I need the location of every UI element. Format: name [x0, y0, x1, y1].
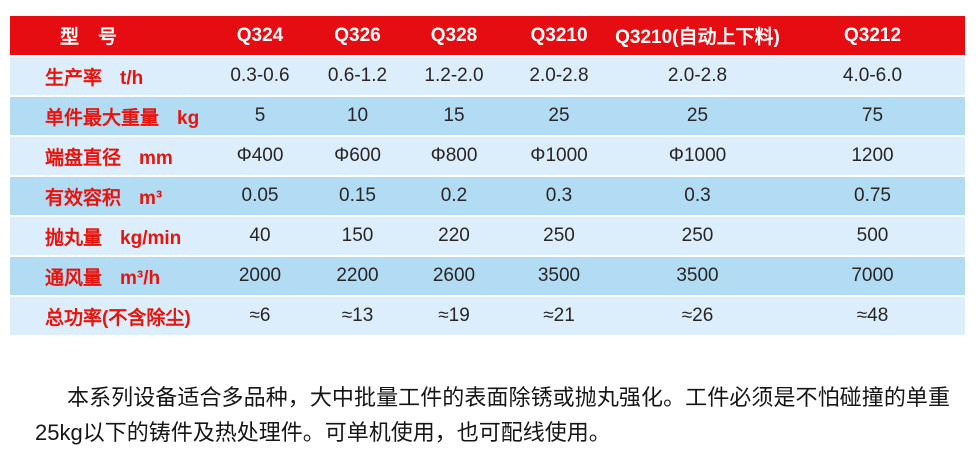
- spec-unit: m³: [139, 187, 163, 209]
- spec-value: 250: [503, 217, 615, 255]
- row-label: 通风量 m³/h: [10, 257, 210, 295]
- series-description: 本系列设备适合多品种，大中批量工件的表面除锈或抛丸强化。工件必须是不怕碰撞的单重…: [35, 385, 950, 445]
- table-row-ventilation: 通风量 m³/h 2000 2200 2600 3500 3500 7000: [10, 257, 965, 295]
- spec-value: 0.3-0.6: [210, 57, 310, 95]
- spec-unit: kg: [177, 107, 200, 129]
- spec-value: 5: [210, 97, 310, 135]
- spec-value: 2200: [310, 257, 405, 295]
- spec-name: 单件最大重量: [45, 107, 160, 129]
- row-label: 总功率(不含除尘): [10, 297, 210, 335]
- spec-value: 10: [310, 97, 405, 135]
- spec-value: 0.2: [405, 177, 503, 215]
- spec-value: 3500: [503, 257, 615, 295]
- table-row-max-piece-weight: 单件最大重量 kg 5 10 15 25 25 75: [10, 97, 965, 135]
- table-row-total-power: 总功率(不含除尘) ≈6 ≈13 ≈19 ≈21 ≈26 ≈48: [10, 297, 965, 335]
- spec-value: 15: [405, 97, 503, 135]
- spec-value: 2000: [210, 257, 310, 295]
- spec-value: 500: [780, 217, 965, 255]
- table-row-effective-volume: 有效容积 m³ 0.05 0.15 0.2 0.3 0.3 0.75: [10, 177, 965, 215]
- spec-value: 40: [210, 217, 310, 255]
- spec-name: 总功率(不含除尘): [45, 307, 191, 329]
- spec-value: 1.2-2.0: [405, 57, 503, 95]
- spec-table: 型 号 Q324 Q326 Q328 Q3210 Q3210(自动上下料) Q3…: [10, 14, 965, 337]
- spec-value: ≈26: [615, 297, 780, 335]
- spec-name: 有效容积: [45, 187, 122, 209]
- spec-value: 75: [780, 97, 965, 135]
- spec-value: 2600: [405, 257, 503, 295]
- spec-value: Φ600: [310, 137, 405, 175]
- spec-value: 25: [503, 97, 615, 135]
- spec-value: Φ400: [210, 137, 310, 175]
- row-label: 端盘直径 mm: [10, 137, 210, 175]
- row-label: 有效容积 m³: [10, 177, 210, 215]
- spec-name: 通风量: [45, 267, 103, 289]
- header-model-q3212: Q3212: [780, 16, 965, 55]
- spec-value: ≈6: [210, 297, 310, 335]
- spec-value: 0.3: [503, 177, 615, 215]
- table-row-end-disc-diameter: 端盘直径 mm Φ400 Φ600 Φ800 Φ1000 Φ1000 1200: [10, 137, 965, 175]
- spec-value: 7000: [780, 257, 965, 295]
- header-model-q324: Q324: [210, 16, 310, 55]
- spec-value: ≈21: [503, 297, 615, 335]
- header-model-q326: Q326: [310, 16, 405, 55]
- spec-value: 2.0-2.8: [503, 57, 615, 95]
- spec-name: 端盘直径: [45, 147, 122, 169]
- row-label: 单件最大重量 kg: [10, 97, 210, 135]
- spec-value: Φ1000: [615, 137, 780, 175]
- spec-value: 0.05: [210, 177, 310, 215]
- header-model-label: 型 号: [10, 16, 210, 55]
- spec-value: 0.75: [780, 177, 965, 215]
- header-model-q3210: Q3210: [503, 16, 615, 55]
- spec-value: 150: [310, 217, 405, 255]
- spec-unit: t/h: [120, 67, 144, 89]
- spec-value: Φ1000: [503, 137, 615, 175]
- row-label: 抛丸量 kg/min: [10, 217, 210, 255]
- spec-name: 抛丸量: [45, 227, 103, 249]
- spec-value: 4.0-6.0: [780, 57, 965, 95]
- header-model-q328: Q328: [405, 16, 503, 55]
- table-row-production-rate: 生产率 t/h 0.3-0.6 0.6-1.2 1.2-2.0 2.0-2.8 2…: [10, 57, 965, 95]
- spec-unit: mm: [139, 147, 173, 169]
- spec-name: 生产率: [45, 67, 103, 89]
- row-label: 生产率 t/h: [10, 57, 210, 95]
- spec-value: Φ800: [405, 137, 503, 175]
- spec-value: 220: [405, 217, 503, 255]
- header-model-q3210-auto: Q3210(自动上下料): [615, 16, 780, 55]
- spec-value: 25: [615, 97, 780, 135]
- spec-value: 0.6-1.2: [310, 57, 405, 95]
- spec-unit: kg/min: [120, 227, 182, 249]
- spec-value: 0.15: [310, 177, 405, 215]
- table-row-shot-blast-rate: 抛丸量 kg/min 40 150 220 250 250 500: [10, 217, 965, 255]
- spec-value: 0.3: [615, 177, 780, 215]
- spec-value: 3500: [615, 257, 780, 295]
- spec-value: ≈48: [780, 297, 965, 335]
- spec-value: 250: [615, 217, 780, 255]
- spec-value: 2.0-2.8: [615, 57, 780, 95]
- spec-value: ≈13: [310, 297, 405, 335]
- table-header-row: 型 号 Q324 Q326 Q328 Q3210 Q3210(自动上下料) Q3…: [10, 16, 965, 55]
- spec-value: 1200: [780, 137, 965, 175]
- spec-unit: m³/h: [120, 267, 161, 289]
- spec-value: ≈19: [405, 297, 503, 335]
